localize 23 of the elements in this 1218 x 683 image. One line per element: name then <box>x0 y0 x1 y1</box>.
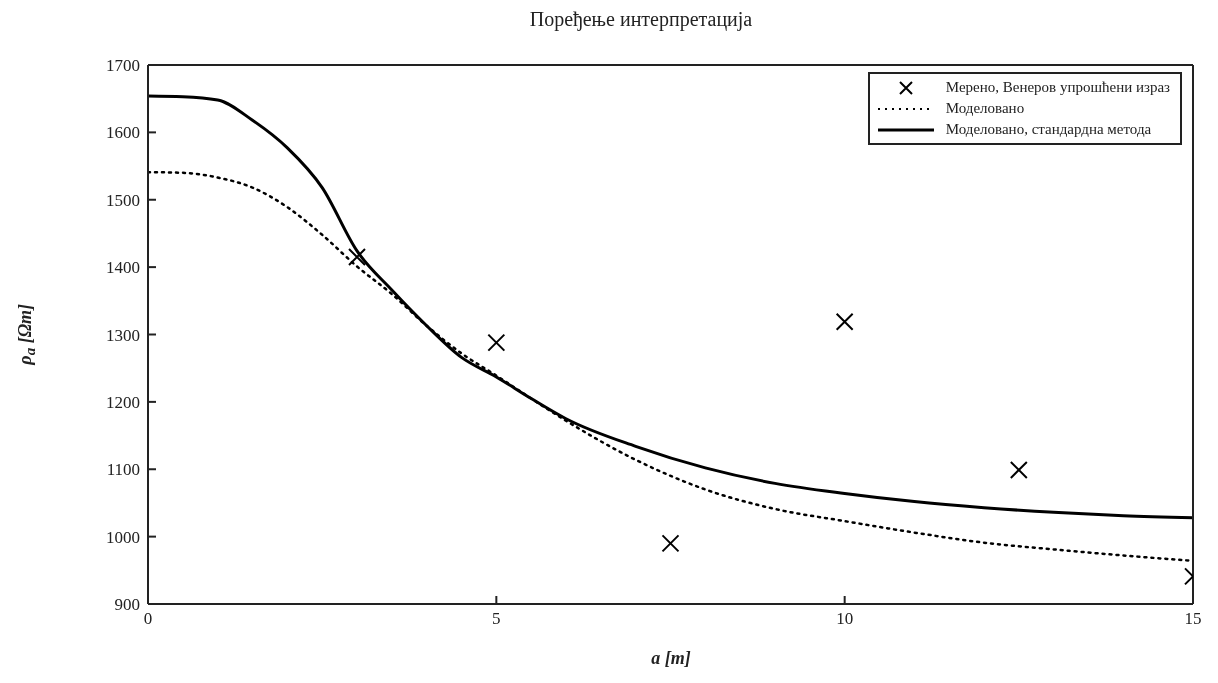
legend-label: Мерено, Венеров упрошћени израз <box>945 79 1170 96</box>
y-tick-label: 1600 <box>106 123 140 143</box>
y-tick-label: 1500 <box>106 190 140 210</box>
x-axis-title: a [m] <box>650 648 692 669</box>
point <box>1009 460 1028 479</box>
legend-label: Моделовано <box>945 100 1025 117</box>
point <box>661 534 680 553</box>
y-tick-label: 1300 <box>106 325 140 345</box>
x-tick-label: 5 <box>492 609 501 629</box>
x-tick-label: 0 <box>143 609 153 629</box>
y-tick-label: 1700 <box>106 56 140 76</box>
point <box>835 312 854 331</box>
y-tick-label: 1400 <box>106 258 140 278</box>
y-tick-label: 1000 <box>106 527 140 547</box>
point <box>348 248 366 267</box>
chart-title: Поређење интерпретација <box>528 8 754 33</box>
x-tick-label: 15 <box>1184 609 1202 629</box>
legend-label: Моделовано, стандардна метода <box>945 121 1152 138</box>
point <box>487 333 506 352</box>
y-tick-label: 900 <box>114 595 140 615</box>
y-tick-label: 1200 <box>106 392 140 412</box>
x-tick-label: 10 <box>836 609 854 629</box>
y-tick-label: 1100 <box>106 460 140 480</box>
